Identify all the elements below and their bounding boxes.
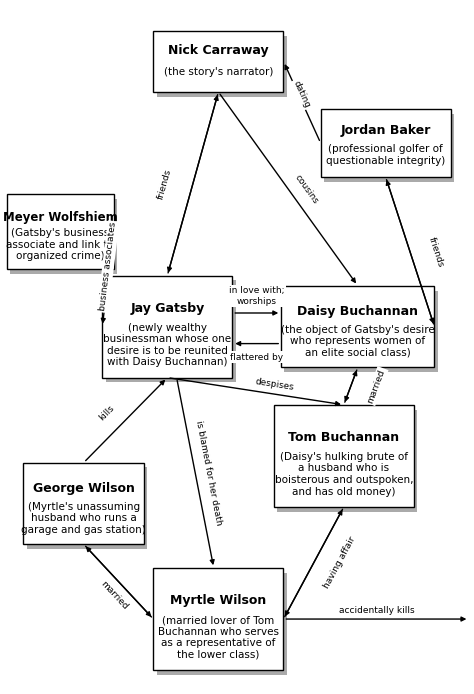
Text: Meyer Wolfshiem: Meyer Wolfshiem <box>3 212 118 224</box>
Text: accidentally kills: accidentally kills <box>338 607 414 616</box>
FancyBboxPatch shape <box>277 409 417 511</box>
Text: married: married <box>99 579 129 611</box>
Text: (married lover of Tom
Buchannan who serves
as a representative of
the lower clas: (married lover of Tom Buchannan who serv… <box>158 615 279 660</box>
Text: (newly wealthy
businessman whose one
desire is to be reunited
with Daisy Buchann: (newly wealthy businessman whose one des… <box>103 323 231 367</box>
Text: Nick Carraway: Nick Carraway <box>168 44 269 57</box>
FancyBboxPatch shape <box>27 467 147 549</box>
FancyBboxPatch shape <box>106 280 236 382</box>
Text: married: married <box>366 368 387 405</box>
Text: Jordan Baker: Jordan Baker <box>340 124 431 137</box>
FancyBboxPatch shape <box>284 291 438 372</box>
FancyBboxPatch shape <box>274 405 413 507</box>
FancyBboxPatch shape <box>156 573 287 675</box>
Text: friends: friends <box>156 167 173 200</box>
Text: is blamed for her death: is blamed for her death <box>194 420 224 526</box>
Text: Tom Buchannan: Tom Buchannan <box>288 431 400 444</box>
Text: (professional golfer of
questionable integrity): (professional golfer of questionable int… <box>326 144 445 166</box>
FancyBboxPatch shape <box>23 463 144 544</box>
Text: (the story's narrator): (the story's narrator) <box>164 67 273 77</box>
FancyBboxPatch shape <box>10 198 117 273</box>
Text: flattered by: flattered by <box>230 353 283 362</box>
FancyBboxPatch shape <box>320 109 451 177</box>
FancyBboxPatch shape <box>102 276 232 378</box>
Text: dating: dating <box>292 79 312 109</box>
FancyBboxPatch shape <box>281 286 434 367</box>
Text: despises: despises <box>254 377 294 392</box>
Text: Jay Gatsby: Jay Gatsby <box>130 302 204 315</box>
FancyBboxPatch shape <box>324 114 454 182</box>
Text: friends: friends <box>427 235 445 268</box>
FancyBboxPatch shape <box>154 31 283 92</box>
Text: (the object of Gatsby's desire
who represents women of
an elite social class): (the object of Gatsby's desire who repre… <box>281 325 435 358</box>
Text: business associates: business associates <box>98 222 118 312</box>
Text: (Myrtle's unassuming
husband who runs a
garage and gas station): (Myrtle's unassuming husband who runs a … <box>21 502 146 534</box>
Text: having affair: having affair <box>321 536 357 591</box>
Text: Daisy Buchannan: Daisy Buchannan <box>297 305 418 319</box>
FancyBboxPatch shape <box>156 35 287 96</box>
Text: cousins: cousins <box>293 173 320 205</box>
Text: Myrtle Wilson: Myrtle Wilson <box>170 594 266 607</box>
Text: George Wilson: George Wilson <box>33 482 135 496</box>
FancyBboxPatch shape <box>154 568 283 670</box>
FancyBboxPatch shape <box>7 194 114 269</box>
Text: kills: kills <box>98 404 116 423</box>
Text: in love with;
worships: in love with; worships <box>229 287 284 305</box>
Text: (Daisy's hulking brute of
a husband who is
boisterous and outspoken,
and has old: (Daisy's hulking brute of a husband who … <box>274 452 413 497</box>
Text: (Gatsby's business
associate and link to
organized crime): (Gatsby's business associate and link to… <box>7 228 115 262</box>
